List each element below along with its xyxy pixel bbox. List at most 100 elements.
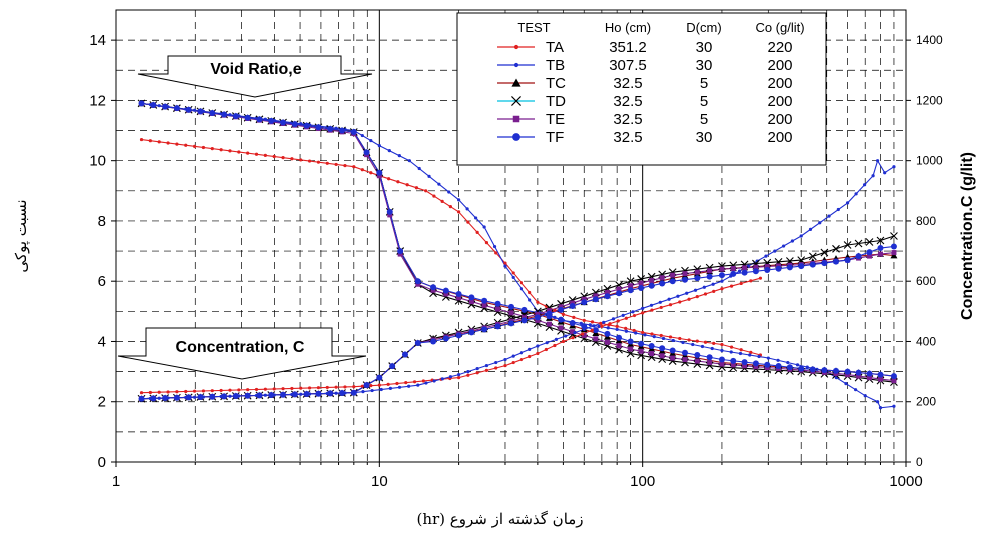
legend-ho-value: 32.5	[613, 75, 642, 92]
marker-tb	[720, 279, 724, 283]
marker-ta	[616, 319, 620, 323]
marker-tf	[832, 258, 839, 265]
legend-d-value: 30	[696, 57, 713, 74]
marker-te	[456, 295, 462, 301]
marker-tb	[676, 294, 680, 298]
marker-tf	[138, 395, 145, 402]
legend-header-co: Co (g/lit)	[755, 20, 804, 35]
marker-tb	[737, 269, 742, 273]
marker-tb	[370, 388, 374, 393]
marker-tb	[808, 227, 813, 231]
void-ratio-arrow	[137, 55, 373, 98]
marker-tb	[836, 207, 840, 212]
marker-tb	[447, 190, 451, 194]
marker-tf	[730, 270, 737, 277]
x-tick-label: 1	[112, 473, 120, 490]
marker-tf	[890, 243, 897, 250]
marker-te	[682, 271, 688, 277]
marker-tf	[397, 248, 404, 255]
marker-tf	[315, 124, 322, 131]
marker-tb	[606, 326, 610, 330]
marker-ta	[316, 386, 321, 390]
legend-co-value: 200	[767, 111, 792, 128]
legend-test-name: TB	[546, 57, 565, 74]
marker-tf	[694, 352, 701, 359]
x-tick-label: 1000	[889, 473, 922, 490]
marker-tb	[875, 400, 880, 404]
marker-tf	[173, 394, 180, 401]
marker-ta	[650, 308, 654, 312]
marker-te	[397, 251, 403, 257]
marker-tf	[363, 382, 370, 389]
marker-ta	[484, 368, 489, 372]
y2-tick-label: 600	[916, 274, 936, 288]
marker-ta	[624, 326, 628, 331]
marker-tf	[855, 253, 862, 260]
marker-tf	[244, 114, 251, 121]
marker-tb	[519, 287, 524, 291]
marker-te	[616, 286, 622, 292]
marker-tf	[185, 106, 192, 113]
marker-tb	[592, 324, 596, 328]
marker-tf	[280, 119, 287, 126]
marker-tb	[844, 382, 848, 386]
marker-tb	[494, 360, 498, 365]
series-markers	[137, 99, 898, 410]
marker-ta	[184, 143, 188, 147]
marker-tf	[414, 339, 421, 346]
marker-ta	[175, 390, 179, 394]
marker-tb	[845, 201, 850, 205]
legend-ho-value: 351.2	[609, 39, 647, 56]
marker-tf	[232, 113, 239, 120]
marker-td	[843, 241, 852, 249]
marker-ta	[404, 381, 408, 385]
marker-ta	[695, 295, 699, 299]
marker-ta	[412, 380, 417, 384]
marker-te	[867, 375, 873, 381]
marker-tf	[494, 323, 501, 330]
marker-tb	[482, 225, 486, 229]
marker-ta	[352, 385, 356, 389]
marker-ta	[360, 384, 364, 388]
marker-td	[820, 248, 829, 257]
marker-te	[376, 173, 382, 179]
marker-tf	[414, 278, 421, 285]
marker-ta	[561, 339, 565, 344]
marker-ta	[703, 292, 708, 296]
marker-tb	[786, 360, 790, 365]
marker-ta	[511, 360, 515, 365]
marker-tf	[558, 306, 565, 313]
marker-ta	[219, 148, 223, 152]
marker-ta	[581, 332, 585, 336]
marker-tf	[256, 116, 263, 123]
marker-tb	[263, 393, 267, 397]
marker-tb	[815, 367, 819, 371]
marker-ta	[536, 351, 540, 356]
marker-ta	[424, 189, 428, 193]
marker-te	[558, 304, 564, 310]
marker-tf	[681, 276, 688, 283]
marker-te	[649, 351, 655, 357]
marker-ta	[749, 350, 753, 354]
y-tick-label: 4	[98, 333, 106, 350]
marker-tb	[862, 183, 867, 187]
marker-ta	[334, 162, 338, 167]
marker-tb	[511, 354, 515, 358]
marker-ta	[678, 300, 682, 304]
marker-ta	[405, 183, 409, 187]
marker-ta	[632, 328, 636, 333]
marker-ta	[175, 142, 179, 146]
y2-axis-title: Concentration.C (g/lit)	[959, 152, 976, 320]
x-axis-ticks: 1 10 100 1000	[112, 462, 923, 490]
marker-te	[481, 302, 487, 308]
concentration-label: Concentration, C	[176, 339, 305, 356]
marker-tb	[681, 340, 685, 345]
marker-te	[682, 357, 688, 363]
marker-ta	[421, 379, 425, 383]
marker-ta	[457, 210, 461, 214]
marker-tb	[424, 381, 428, 385]
marker-ta	[528, 354, 532, 359]
legend-item-te: TE 32.5 5 200	[497, 111, 793, 128]
marker-te	[628, 346, 634, 352]
marker-tb	[192, 395, 197, 399]
